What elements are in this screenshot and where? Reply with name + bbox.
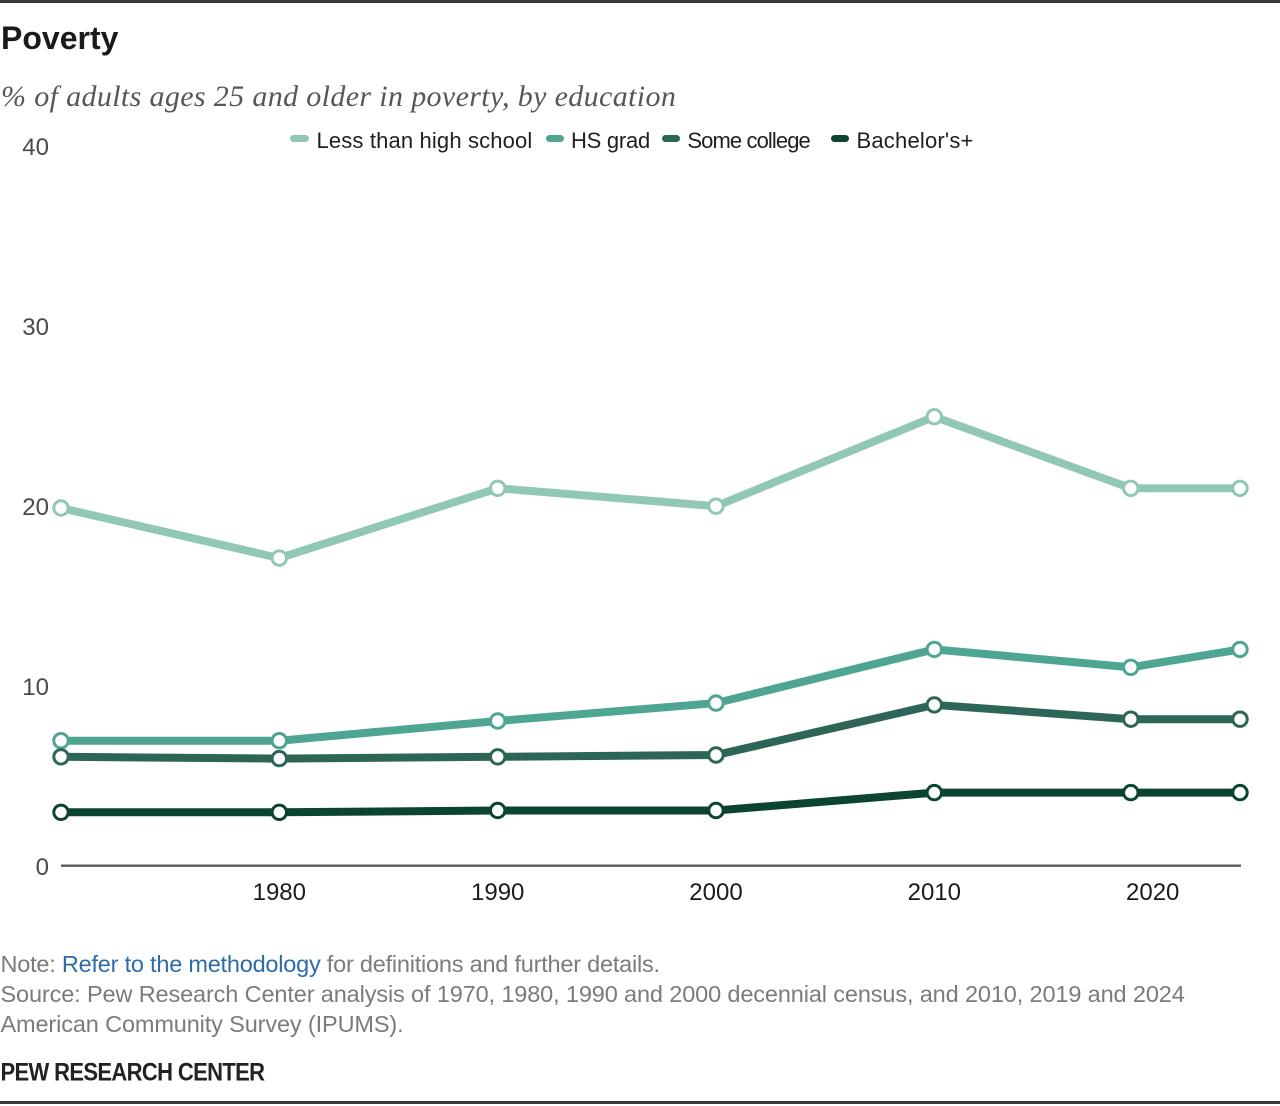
svg-text:2000: 2000 [689, 879, 742, 906]
svg-text:20: 20 [22, 494, 49, 521]
svg-text:10: 10 [22, 674, 49, 701]
svg-text:2010: 2010 [908, 879, 961, 906]
svg-text:1990: 1990 [471, 879, 524, 906]
svg-text:1980: 1980 [253, 879, 306, 906]
svg-text:0: 0 [36, 854, 49, 881]
svg-text:2020: 2020 [1126, 879, 1179, 906]
svg-text:40: 40 [22, 134, 49, 161]
svg-text:30: 30 [22, 314, 49, 341]
